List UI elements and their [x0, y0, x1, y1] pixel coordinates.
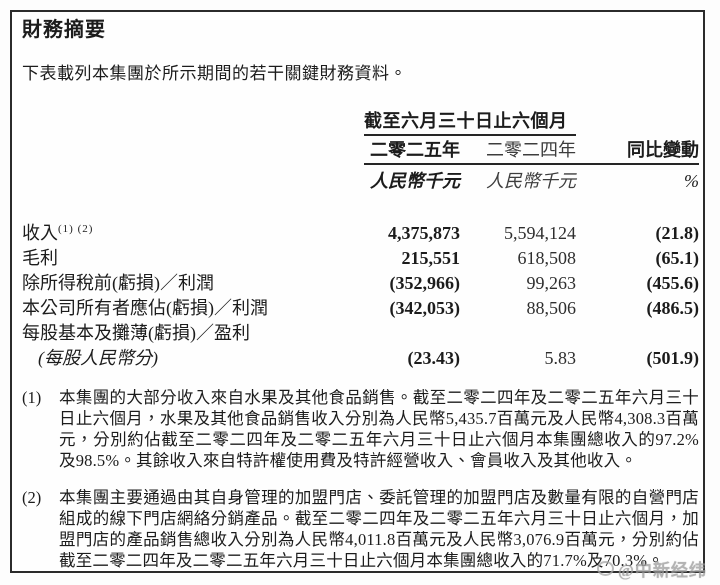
period-header: 截至六月三十日止六個月 [364, 111, 576, 136]
footnote-text: 本集團的大部分收入來自水果及其他食品銷售。截至二零二四年及二零二五年六月三十日止… [59, 388, 699, 470]
page-title: 財務摘要 [22, 19, 106, 41]
table-row-eps-values: (每股人民幣分) (23.43) 5.83 (501.9) [22, 346, 699, 371]
table-header-unit-row: 人民幣千元 人民幣千元 % [22, 165, 699, 192]
row-label-text: 收入 [22, 223, 58, 243]
watermark-text: @中新经纬 [618, 561, 707, 580]
column-header-change: 同比變動 [576, 139, 699, 165]
footnote-2: (2) 本集團主要通過由其自身管理的加盟門店、委託管理的加盟門店及數量有限的自營… [22, 487, 699, 571]
table-row-revenue: 收入(1) (2) 4,375,873 5,594,124 (21.8) [22, 217, 699, 246]
value-2024: 88,506 [526, 298, 577, 318]
value-change: (65.1) [655, 248, 700, 268]
footnote-reference: (1) (2) [58, 223, 94, 235]
column-header-2025: 二零二五年 [364, 139, 460, 165]
table-header-period-row: 截至六月三十日止六個月 [22, 111, 699, 136]
content-frame: 財務摘要 下表載列本集團於所示期間的若干關鍵財務資料。 截至六月三十日止六個月 … [10, 10, 705, 573]
value-change: (455.6) [646, 273, 700, 293]
value-change: (21.8) [655, 223, 700, 243]
footnotes-section: (1) 本集團的大部分收入來自水果及其他食品銷售。截至二零二四年及二零二五年六月… [22, 387, 699, 571]
row-sublabel: (每股人民幣分) [38, 348, 158, 368]
row-label: 本公司所有者應佔(虧損)／利潤 [22, 298, 268, 318]
value-change: (486.5) [646, 298, 700, 318]
value-2024: 5,594,124 [504, 223, 576, 243]
value-change: (501.9) [646, 348, 700, 368]
header-spacer [22, 182, 364, 187]
value-2024: 5.83 [544, 348, 577, 368]
header-spacer [22, 154, 364, 156]
table-row-gross-profit: 毛利 215,551 618,508 (65.1) [22, 246, 699, 271]
footnote-1: (1) 本集團的大部分收入來自水果及其他食品銷售。截至二零二四年及二零二五年六月… [22, 387, 699, 471]
table-row-eps-label: 每股基本及攤薄(虧損)／盈利 [22, 321, 699, 346]
unit-change: % [684, 171, 699, 191]
value-2024: 99,263 [526, 273, 577, 293]
footnote-number: (1) [22, 388, 42, 407]
footnote-number: (2) [22, 488, 42, 507]
row-label: 毛利 [22, 248, 58, 268]
table-row-pretax-profit: 除所得稅前(虧損)／利潤 (352,966) 99,263 (455.6) [22, 271, 699, 296]
value-2025: (352,966) [389, 273, 461, 293]
intro-text: 下表載列本集團於所示期間的若干關鍵財務資料。 [22, 64, 407, 83]
unit-2025: 人民幣千元 [370, 171, 460, 191]
watermark: @中新经纬 [597, 556, 707, 581]
table-row-owners-profit: 本公司所有者應佔(虧損)／利潤 (342,053) 88,506 (486.5) [22, 296, 699, 321]
value-2025: (23.43) [407, 348, 461, 368]
financial-summary-table: 截至六月三十日止六個月 二零二五年 二零二四年 同比變動 人民幣千元 人民幣千元… [22, 111, 699, 371]
value-2025: 215,551 [401, 248, 461, 268]
value-2025: (342,053) [389, 298, 461, 318]
jingwei-logo-icon [597, 561, 614, 576]
row-label: 每股基本及攤薄(虧損)／盈利 [22, 323, 250, 343]
column-header-2024: 二零二四年 [460, 139, 576, 165]
value-2024: 618,508 [517, 248, 577, 268]
row-label: 除所得稅前(虧損)／利潤 [22, 273, 214, 293]
table-body: 收入(1) (2) 4,375,873 5,594,124 (21.8) 毛利 … [22, 217, 699, 371]
row-label: 收入(1) (2) [22, 217, 364, 246]
table-header-year-row: 二零二五年 二零二四年 同比變動 [22, 139, 699, 165]
unit-2024: 人民幣千元 [486, 171, 576, 191]
value-2025: 4,375,873 [388, 223, 460, 243]
footnote-text: 本集團主要通過由其自身管理的加盟門店、委託管理的加盟門店及數量有限的自營門店組成… [59, 488, 699, 570]
